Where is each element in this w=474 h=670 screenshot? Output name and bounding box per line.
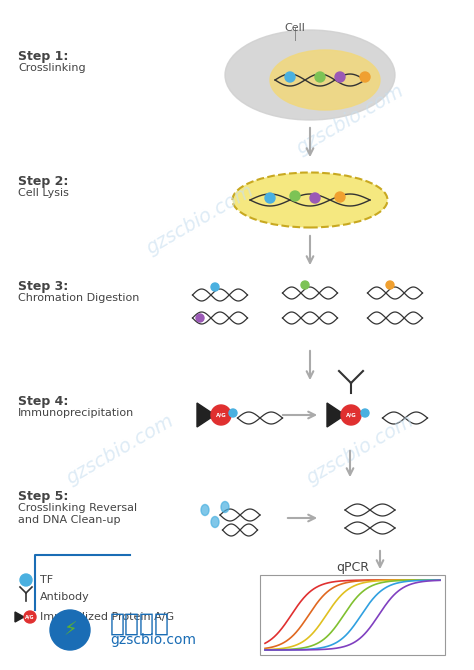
Text: gzscbio.com: gzscbio.com [110, 633, 196, 647]
Polygon shape [15, 612, 24, 622]
Circle shape [335, 192, 345, 202]
Circle shape [211, 283, 219, 291]
Text: A/G: A/G [346, 413, 356, 417]
Circle shape [211, 405, 231, 425]
Circle shape [50, 610, 90, 650]
Text: A/G: A/G [25, 614, 35, 620]
Ellipse shape [225, 30, 395, 120]
Circle shape [265, 193, 275, 203]
Ellipse shape [270, 50, 380, 110]
Text: Step 2:: Step 2: [18, 175, 68, 188]
Polygon shape [327, 403, 345, 427]
Circle shape [360, 72, 370, 82]
Text: Step 1:: Step 1: [18, 50, 68, 63]
Circle shape [24, 611, 36, 623]
Text: Step 4:: Step 4: [18, 395, 68, 408]
Text: A/G: A/G [216, 413, 227, 417]
Text: Cell: Cell [284, 23, 305, 33]
Ellipse shape [233, 172, 388, 228]
Circle shape [361, 409, 369, 417]
Text: 赛诚生物: 赛诚生物 [110, 612, 170, 636]
Text: gzscbio.com: gzscbio.com [63, 411, 177, 488]
Text: Crosslinking: Crosslinking [18, 63, 86, 73]
Text: Immobilized Protein A/G: Immobilized Protein A/G [40, 612, 174, 622]
Text: Chromation Digestion: Chromation Digestion [18, 293, 139, 303]
Text: TF: TF [40, 575, 53, 585]
Text: Step 3:: Step 3: [18, 280, 68, 293]
Text: Crosslinking Reversal
and DNA Clean-up: Crosslinking Reversal and DNA Clean-up [18, 503, 137, 525]
Circle shape [229, 409, 237, 417]
Circle shape [20, 574, 32, 586]
Text: ⚡: ⚡ [63, 620, 77, 639]
Circle shape [315, 72, 325, 82]
Bar [260, 575, 445, 655]
Polygon shape [197, 403, 215, 427]
Circle shape [285, 72, 295, 82]
Circle shape [386, 281, 394, 289]
Text: Cell Lysis: Cell Lysis [18, 188, 69, 198]
Circle shape [290, 191, 300, 201]
Text: Immunoprecipitation: Immunoprecipitation [18, 408, 134, 418]
Text: gzscbio.com: gzscbio.com [143, 182, 257, 259]
Text: gzscbio.com: gzscbio.com [293, 82, 407, 159]
Text: Step 5:: Step 5: [18, 490, 68, 503]
Circle shape [341, 405, 361, 425]
Ellipse shape [201, 505, 209, 515]
Circle shape [196, 314, 204, 322]
Text: gzscbio.com: gzscbio.com [303, 411, 417, 488]
Text: Antibody: Antibody [40, 592, 90, 602]
Circle shape [335, 72, 345, 82]
Text: qPCR: qPCR [336, 561, 369, 574]
Ellipse shape [221, 502, 229, 513]
Circle shape [310, 193, 320, 203]
Ellipse shape [211, 517, 219, 527]
Circle shape [301, 281, 309, 289]
